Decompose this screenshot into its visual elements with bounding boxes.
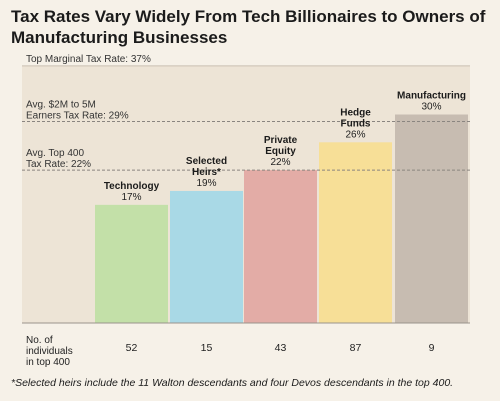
bar-4 [395, 114, 468, 323]
value-label-2: 22% [270, 157, 290, 168]
bar-0 [95, 204, 168, 323]
category-label-3-line-0: Hedge [340, 107, 371, 118]
count-label-1: 15 [201, 342, 213, 354]
value-label-1: 19% [196, 178, 216, 189]
value-label-0: 17% [121, 192, 141, 203]
count-label-4: 9 [429, 342, 435, 354]
category-label-3-line-1: Funds [341, 118, 371, 129]
table-row-label-line-2: in top 400 [26, 357, 70, 368]
bar-3 [319, 142, 392, 323]
bar-1 [170, 190, 243, 323]
reference-label-1-line-1: Earners Tax Rate: 29% [26, 110, 129, 121]
count-label-2: 43 [275, 342, 287, 354]
table-row-label-line-0: No. of [26, 335, 53, 346]
footnote: *Selected heirs include the 11 Walton de… [11, 377, 454, 389]
table-row-label-line-1: individuals [26, 346, 73, 357]
count-label-0: 52 [126, 342, 138, 354]
category-label-0-line-0: Technology [104, 181, 160, 192]
count-label-3: 87 [350, 342, 362, 354]
value-label-3: 26% [345, 129, 365, 140]
bar-2 [244, 170, 317, 323]
category-label-2-line-0: Private [264, 135, 298, 146]
reference-label-2-line-0: Avg. Top 400 [26, 148, 84, 159]
reference-label-1-line-0: Avg. $2M to 5M [26, 99, 96, 110]
reference-label-2-line-1: Tax Rate: 22% [26, 159, 91, 170]
value-label-4: 30% [421, 102, 441, 113]
category-label-1-line-0: Selected [186, 156, 227, 167]
category-label-1-line-1: Heirs* [192, 167, 221, 178]
chart-title: Tax Rates Vary Widely From Tech Billiona… [11, 7, 486, 47]
category-label-2-line-1: Equity [265, 146, 296, 157]
reference-label-top-marginal: Top Marginal Tax Rate: 37% [26, 54, 151, 65]
category-label-4-line-0: Manufacturing [397, 91, 466, 102]
